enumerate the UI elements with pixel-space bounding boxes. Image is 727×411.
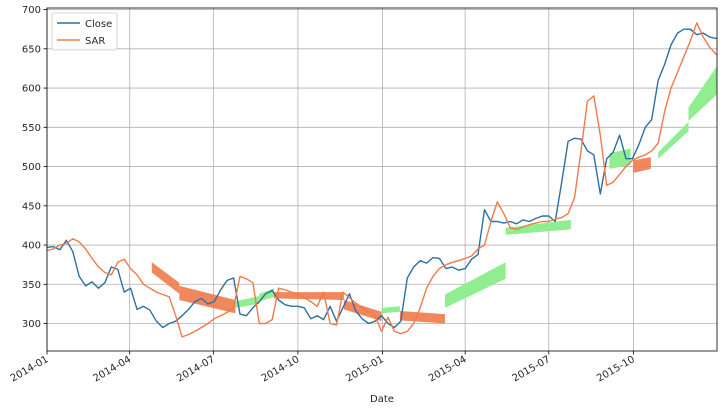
- series-line-sar: [46, 22, 718, 338]
- range-bands: [151, 66, 717, 324]
- y-tick-label: 450: [22, 201, 41, 212]
- x-tick-label: 2014-10: [260, 354, 302, 384]
- y-tick-label: 550: [22, 123, 41, 134]
- legend-label-close: Close: [85, 19, 112, 30]
- band-rising: [658, 121, 689, 159]
- y-tick-label: 650: [22, 44, 41, 55]
- band-rising: [505, 219, 571, 235]
- band-rising: [688, 66, 717, 122]
- x-tick-label: 2014-07: [175, 354, 217, 384]
- plot-area-frame: [46, 7, 718, 352]
- y-tick-label: 400: [22, 241, 41, 252]
- y-tick-label: 300: [22, 319, 41, 330]
- x-tick-label: 2015-07: [511, 354, 553, 384]
- series-lines: [46, 22, 718, 338]
- x-tick-label: 2014-04: [92, 354, 134, 384]
- y-tick-label: 350: [22, 280, 41, 291]
- legend-label-sar: SAR: [85, 36, 105, 47]
- x-axis-ticks: 2014-01 2014-04 2014-07 2014-10 2015-01 2015-…: [9, 351, 637, 384]
- y-tick-label: 600: [22, 84, 41, 95]
- x-tick-label: 2015-04: [427, 354, 469, 384]
- y-axis-ticks: 300 350 400 450 500 550 600 650 700: [22, 5, 47, 330]
- x-tick-label: 2014-01: [9, 354, 51, 384]
- y-tick-label: 500: [22, 162, 41, 173]
- band-falling: [274, 292, 344, 300]
- grid-lines: [46, 8, 717, 351]
- x-tick-label: 2015-10: [595, 354, 637, 384]
- x-tick-label: 2015-01: [344, 354, 386, 384]
- band-falling: [151, 262, 180, 294]
- x-axis-label: Date: [370, 394, 394, 405]
- band-falling: [179, 285, 236, 314]
- band-falling: [633, 157, 651, 173]
- band-rising: [381, 306, 400, 314]
- band-rising: [235, 296, 260, 308]
- y-tick-label: 700: [22, 5, 41, 16]
- band-falling: [399, 310, 445, 324]
- band-rising: [444, 262, 506, 308]
- legend: Close SAR: [51, 12, 118, 51]
